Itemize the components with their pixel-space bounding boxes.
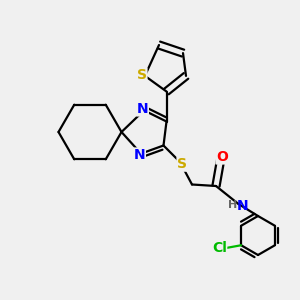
Text: S: S	[177, 157, 187, 171]
Text: Cl: Cl	[212, 241, 227, 255]
Text: N: N	[237, 199, 249, 212]
Text: H: H	[229, 200, 238, 211]
Text: S: S	[137, 68, 147, 82]
Text: O: O	[216, 150, 228, 164]
Text: N: N	[137, 102, 148, 116]
Text: N: N	[134, 148, 145, 162]
